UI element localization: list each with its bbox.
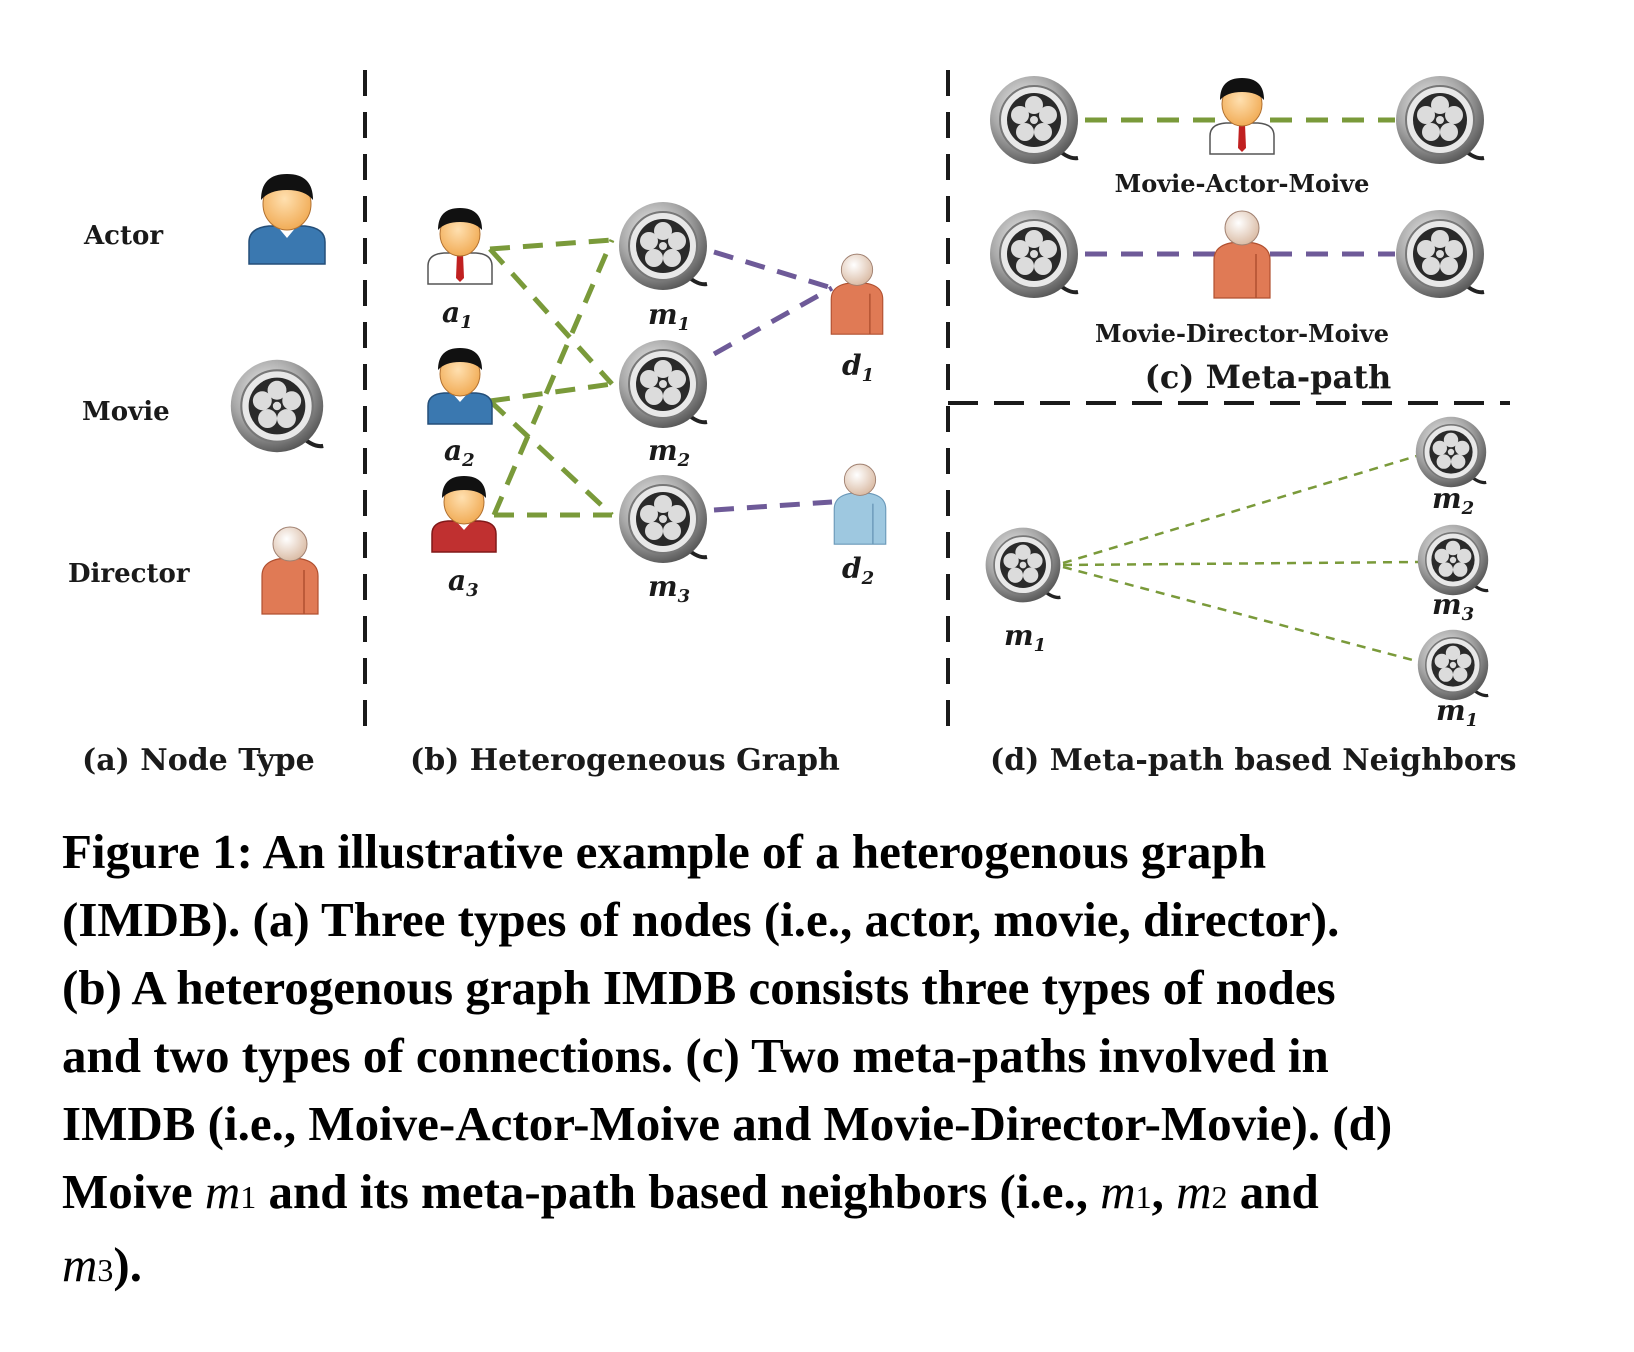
node-label-neighbor-m1: m1 <box>1436 694 1478 731</box>
movie-node-m3-icon <box>617 473 709 565</box>
node-label-m1: m1 <box>648 298 690 335</box>
graph-edge-a2-m3 <box>488 399 614 517</box>
caption-line: IMDB (i.e., Moive-Actor-Moive and Movie-… <box>62 1096 1393 1151</box>
panel-c-title: (c) Meta-path <box>1145 358 1392 396</box>
panel-heterogeneous-graph: a1 a2 a3 m1 m2 m3 d1 d2 (b) Heterogeneou… <box>410 200 887 778</box>
node-label-m3: m3 <box>648 570 690 607</box>
figure-caption: Figure 1: An illustrative example of a h… <box>62 818 1582 1304</box>
caption-line: (b) A heterogenous graph IMDB consists t… <box>62 960 1336 1015</box>
center-movie-film-reel-icon <box>983 525 1063 605</box>
meta-path-1-label: Movie-Actor-Moive <box>1115 169 1370 198</box>
neighbor-m3-film-reel-icon <box>1416 523 1490 597</box>
panel-meta-path: Movie-Actor-Moive Movie-Director-Moive (… <box>988 74 1486 396</box>
node-label-neighbor-m2: m2 <box>1432 482 1474 519</box>
node-type-label-actor: Actor <box>83 221 163 251</box>
director-node-d2-icon <box>833 463 887 545</box>
heterogeneous-graph-figure: Actor Movie Director (a) Node Type a1 a2… <box>68 70 1517 778</box>
caption-line: (IMDB). (a) Three types of nodes (i.e., … <box>62 892 1340 947</box>
node-type-label-director: Director <box>68 559 190 589</box>
graph-edge-m3-d2 <box>713 499 833 513</box>
panel-d-title: (d) Meta-path based Neighbors <box>990 743 1517 778</box>
node-label-a3: a3 <box>448 564 479 601</box>
meta-path-1-actor-icon <box>1209 77 1275 155</box>
actor-node-a3-icon <box>431 475 497 553</box>
director-icon <box>261 526 319 615</box>
graph-edge-a2-m2 <box>489 381 613 404</box>
meta-path-1-start-film-reel-icon <box>988 74 1080 166</box>
node-label-a2: a2 <box>444 434 475 471</box>
caption-line: Moive m1 and its meta-path based neighbo… <box>62 1164 1319 1219</box>
actor-node-a1-icon <box>427 207 493 285</box>
node-label-neighbor-m3: m3 <box>1432 588 1474 625</box>
neighbor-edge-m1 <box>1062 565 1421 664</box>
neighbor-edge-m2 <box>1062 453 1421 565</box>
panel-b-title: (b) Heterogeneous Graph <box>410 743 840 778</box>
graph-edge-m1-d1 <box>713 249 833 291</box>
film-reel-icon <box>231 360 323 452</box>
caption-line: Figure 1: An illustrative example of a h… <box>62 824 1267 879</box>
meta-path-2-end-film-reel-icon <box>1394 208 1486 300</box>
panel-node-type: Actor Movie Director (a) Node Type <box>68 173 326 778</box>
meta-path-2-label: Movie-Director-Moive <box>1095 319 1389 348</box>
node-type-label-movie: Movie <box>82 397 170 427</box>
actor-node-a2-icon <box>427 347 493 425</box>
movie-node-m1-icon <box>617 200 709 292</box>
node-label-d2: d2 <box>842 552 874 589</box>
meta-path-2-start-film-reel-icon <box>988 208 1080 300</box>
meta-path-2-director-icon <box>1213 210 1271 299</box>
node-label-m2: m2 <box>648 434 690 471</box>
graph-edge-m2-d1 <box>712 285 834 357</box>
graph-edge-a1-m2 <box>488 247 614 386</box>
neighbor-m1-film-reel-icon <box>1416 628 1490 702</box>
neighbor-m2-film-reel-icon <box>1414 415 1488 489</box>
director-node-d1-icon <box>830 253 884 335</box>
node-label-center-m1: m1 <box>1004 619 1046 656</box>
meta-path-1-end-film-reel-icon <box>1394 74 1486 166</box>
panel-a-title: (a) Node Type <box>82 743 315 778</box>
graph-edge-a3-m1 <box>491 239 615 516</box>
node-label-a1: a1 <box>442 296 473 333</box>
panel-meta-path-neighbors: m1 m2 m3 m1 (d) Meta-path based Neighbor… <box>983 415 1517 778</box>
graph-edge-a1-m1 <box>489 237 613 252</box>
node-label-d1: d1 <box>842 349 874 386</box>
movie-node-m2-icon <box>617 338 709 430</box>
neighbor-edge-m3 <box>1062 560 1421 567</box>
actor-icon <box>248 173 326 265</box>
caption-line: and two types of connections. (c) Two me… <box>62 1028 1329 1083</box>
caption-line: m3). <box>62 1237 142 1292</box>
graph-edges <box>488 237 834 518</box>
